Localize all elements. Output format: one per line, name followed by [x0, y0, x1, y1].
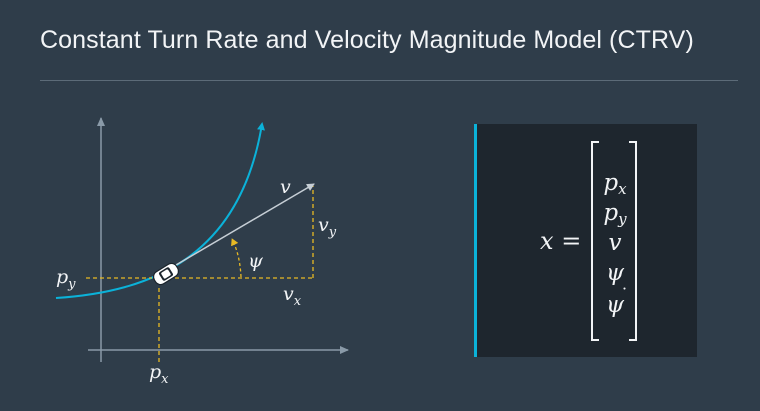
state-entry-yaw-rate: ψ ˙ [601, 287, 629, 319]
state-entry-yaw: ψ [601, 259, 629, 287]
state-entry-v-base: v [608, 230, 622, 256]
vehicle-icon [152, 262, 180, 286]
state-entry-py: py [601, 199, 629, 233]
state-entry-yaw-base: ψ [605, 260, 625, 286]
state-entry-yaw-rate-base: ψ [605, 292, 625, 318]
py-label-sub: y [67, 277, 76, 292]
state-entry-px-base: p [603, 170, 619, 196]
state-entry-py-sub: y [618, 210, 627, 228]
state-entry-yaw-rate-dot: ˙ [619, 285, 629, 306]
state-entry-px: px [601, 169, 629, 203]
velocity-vector [175, 183, 315, 266]
py-label-base: p [56, 266, 68, 288]
vy-label-base: v [318, 214, 329, 236]
state-entry-px-sub: x [618, 180, 627, 198]
state-equation-lhs: x = [540, 227, 581, 255]
velocity-label: v [280, 176, 291, 198]
equals-sign: = [561, 227, 582, 255]
title-divider [40, 80, 738, 81]
right-bracket [629, 141, 637, 341]
yaw-angle-arc [231, 238, 242, 278]
state-vector: px py v ψ ψ ˙ [591, 141, 637, 341]
py-label: py [56, 266, 76, 292]
vy-label-sub: y [328, 225, 337, 240]
px-label-base: p [149, 361, 161, 383]
state-entry-v: v [601, 229, 629, 257]
px-label-sub: x [161, 372, 169, 387]
vx-label-sub: x [294, 294, 302, 309]
vy-label: vy [318, 214, 337, 240]
state-entry-py-base: p [603, 200, 619, 226]
slide-title: Constant Turn Rate and Velocity Magnitud… [40, 26, 694, 54]
vx-label: vx [283, 283, 302, 309]
state-variable: x [540, 227, 554, 255]
state-vector-panel: x = px py v ψ ψ ˙ [474, 124, 697, 357]
left-bracket [591, 141, 599, 341]
vx-label-base: v [283, 283, 294, 305]
px-label: px [149, 361, 169, 387]
panel-accent-bar [474, 124, 477, 357]
yaw-label: ψ [248, 250, 264, 272]
